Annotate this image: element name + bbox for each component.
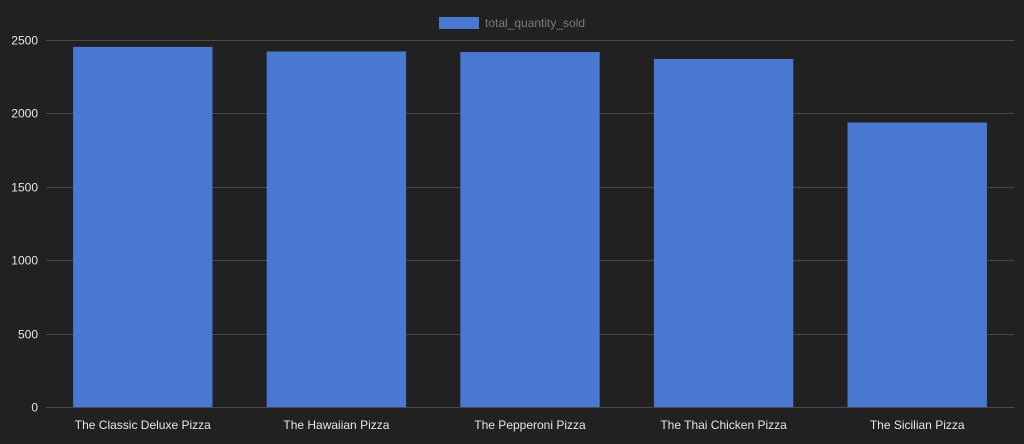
x-tick-label: The Pepperoni Pizza	[474, 418, 586, 432]
legend[interactable]: total_quantity_sold	[439, 16, 585, 30]
y-tick-label: 2500	[11, 34, 38, 48]
bar-5[interactable]	[847, 122, 987, 408]
y-tick-label: 1500	[11, 181, 38, 195]
y-tick-label: 500	[18, 328, 38, 342]
x-axis-ticks: The Classic Deluxe Pizza The Hawaiian Piz…	[75, 418, 965, 432]
legend-label[interactable]: total_quantity_sold	[485, 16, 585, 30]
y-tick-label: 2000	[11, 107, 38, 121]
bar-3[interactable]	[460, 52, 600, 408]
bars	[73, 46, 987, 408]
x-tick-label: The Sicilian Pizza	[870, 418, 965, 432]
x-tick-label: The Classic Deluxe Pizza	[75, 418, 211, 432]
y-tick-label: 0	[31, 401, 38, 415]
bar-2[interactable]	[266, 51, 407, 407]
x-tick-label: The Hawaiian Pizza	[283, 418, 389, 432]
legend-swatch[interactable]	[439, 17, 479, 29]
x-tick-label: The Thai Chicken Pizza	[660, 418, 787, 432]
y-axis-ticks: 0 500 1000 1500 2000 2500	[11, 34, 38, 415]
bar-1[interactable]	[73, 46, 213, 408]
bar-4[interactable]	[653, 58, 794, 408]
y-tick-label: 1000	[11, 254, 38, 268]
